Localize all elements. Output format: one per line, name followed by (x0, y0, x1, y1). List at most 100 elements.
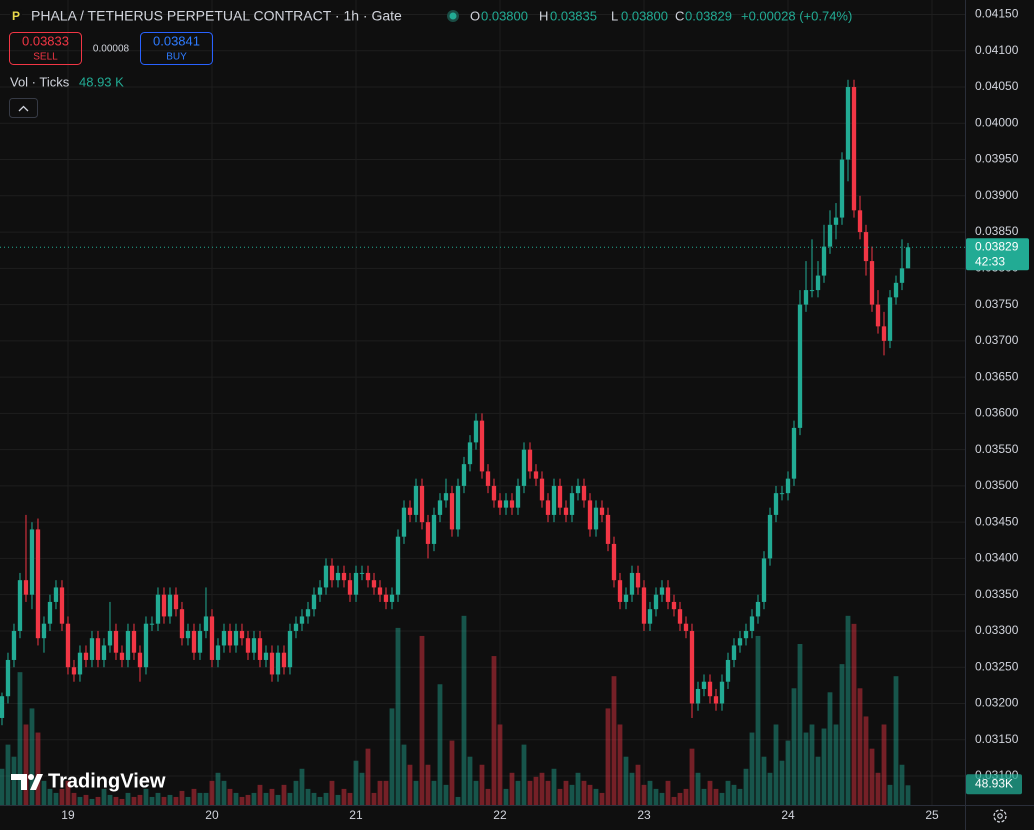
volume-bar (887, 784, 893, 805)
candle-body (833, 217, 839, 225)
volume-bar (569, 784, 575, 805)
volume-bar (689, 748, 695, 805)
candle-body (581, 485, 587, 501)
candle-body (857, 210, 863, 233)
candle-body (473, 420, 479, 443)
buy-price: 0.03841 (153, 33, 200, 48)
volume-bar (29, 708, 35, 805)
volume-bar (221, 780, 227, 805)
candle-body (233, 630, 239, 646)
volume-bar (467, 756, 473, 805)
volume-bar (899, 764, 905, 805)
symbol-title[interactable]: PHALA / TETHERUS PERPETUAL CONTRACT · 1h… (31, 8, 402, 24)
volume-bar (47, 788, 53, 805)
candles (0, 79, 911, 726)
volume-bar (521, 744, 527, 805)
candle-body (809, 290, 815, 292)
candle-body (821, 246, 827, 276)
last-price-badge (966, 238, 1029, 271)
candle-body (167, 594, 173, 617)
candle-body (119, 652, 125, 660)
candle-body (323, 565, 329, 588)
x-tick-label: 19 (61, 808, 75, 822)
volume-bar (749, 732, 755, 805)
volume-bar (119, 798, 125, 805)
collapse-button[interactable] (9, 98, 38, 118)
volume-badge-label: 48.93K (975, 776, 1013, 790)
sell-price: 0.03833 (22, 33, 69, 48)
volume-bar (479, 764, 485, 805)
volume-bar (659, 792, 665, 805)
volume-bar (527, 780, 533, 805)
ohlc-value: 0.03835 (550, 8, 597, 23)
candle-body (443, 493, 449, 501)
candle-body (413, 485, 419, 515)
volume-bar (875, 772, 881, 805)
volume-bar (359, 772, 365, 805)
candle-body (689, 630, 695, 704)
volume-bar (581, 780, 587, 805)
volume-bar (191, 788, 197, 805)
candle-body (383, 594, 389, 602)
gear-icon[interactable] (993, 809, 1007, 823)
y-tick-label: 0.03500 (975, 478, 1019, 492)
sell-button[interactable] (9, 32, 82, 65)
y-tick-label: 0.03550 (975, 442, 1019, 456)
volume-bar (623, 756, 629, 805)
settings[interactable] (993, 809, 1007, 823)
y-tick-label: 0.03400 (975, 551, 1019, 565)
buy-button[interactable] (140, 32, 213, 65)
volume-bar (11, 756, 17, 805)
candle-body (551, 485, 557, 515)
candle-body (713, 696, 719, 704)
volume-bar (869, 748, 875, 805)
candle-body (467, 442, 473, 465)
volume-bar (185, 796, 191, 805)
candle-body (125, 630, 131, 660)
volume-bar (839, 664, 845, 805)
volume-bar (437, 684, 443, 805)
volume-bar (149, 796, 155, 805)
volume-bar (617, 724, 623, 805)
y-tick-label: 0.03900 (975, 188, 1019, 202)
candle-body (683, 623, 689, 631)
volume-bar (599, 792, 605, 805)
candle-body (509, 500, 515, 508)
candle-body (539, 478, 545, 501)
volume-bar (311, 792, 317, 805)
candle-body (611, 543, 617, 581)
volume-bar (635, 764, 641, 805)
candle-body (521, 449, 527, 486)
sell-label: SELL (33, 52, 58, 63)
candle-body (593, 507, 599, 530)
volume-bar (341, 788, 347, 805)
volume-bar (851, 623, 857, 805)
candle-body (605, 514, 611, 544)
candle-body (83, 652, 89, 660)
y-tick-label: 0.03950 (975, 152, 1019, 166)
volume-bar (83, 794, 89, 805)
candle-body (149, 623, 155, 625)
volume-badge (966, 774, 1022, 795)
candle-body (281, 652, 287, 668)
volume-bar (401, 744, 407, 805)
candle-body (305, 609, 311, 617)
candle-body (251, 638, 257, 653)
candle-body (329, 565, 335, 581)
volume-bar (833, 724, 839, 805)
volume-bar (647, 780, 653, 805)
candle-body (617, 580, 623, 602)
volume-bar (461, 615, 467, 805)
candle-body (185, 630, 191, 639)
candle-body (11, 630, 17, 660)
candle-body (359, 572, 365, 574)
volume-bar (335, 794, 341, 805)
volume-bar (233, 792, 239, 805)
candle-body (497, 500, 503, 508)
volume-bar (101, 788, 107, 805)
volume-bar (557, 788, 563, 805)
candle-body (353, 572, 359, 595)
volume-bar (533, 776, 539, 805)
volume-bar (107, 794, 113, 805)
